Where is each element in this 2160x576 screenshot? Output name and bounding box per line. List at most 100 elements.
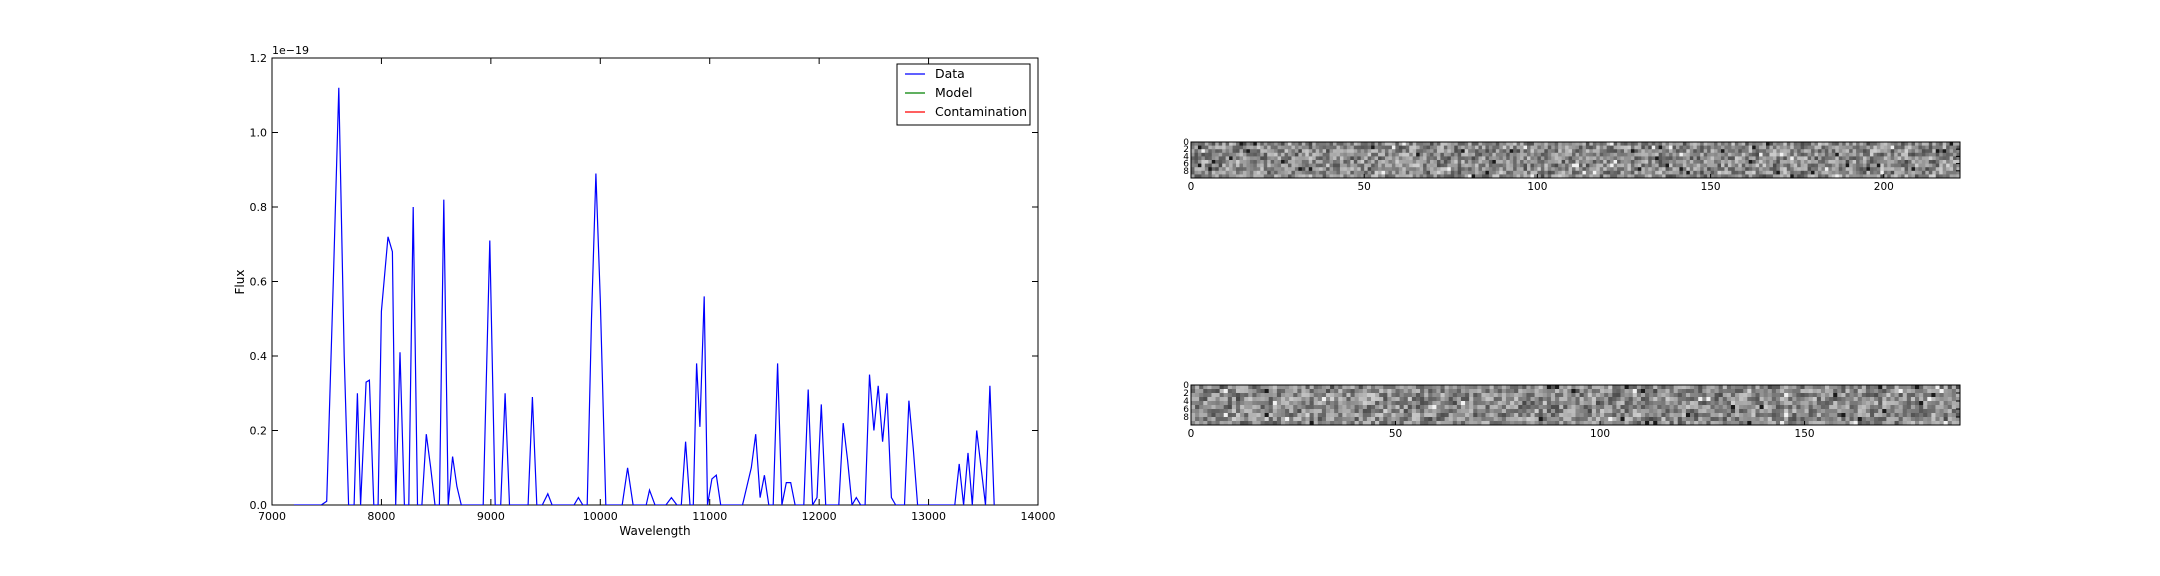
- image-pixel: [1939, 389, 1945, 394]
- image-pixel: [1448, 417, 1454, 422]
- image-pixel: [1537, 156, 1542, 161]
- image-pixel: [1444, 393, 1450, 398]
- image-pixel: [1477, 397, 1482, 402]
- image-pixel: [1604, 413, 1609, 418]
- image-pixel: [1367, 145, 1372, 150]
- image-pixel: [1313, 405, 1319, 410]
- image-pixel: [1336, 174, 1341, 178]
- image-pixel: [1317, 421, 1323, 425]
- image-pixel: [1559, 389, 1564, 394]
- image-pixel: [1319, 149, 1324, 154]
- image-pixel: [1779, 160, 1784, 164]
- image-pixel: [1775, 409, 1781, 414]
- image-pixel: [1236, 163, 1240, 168]
- image-pixel: [1366, 401, 1372, 406]
- image-pixel: [1636, 405, 1642, 410]
- image-pixel: [1481, 393, 1486, 398]
- image-pixel: [1240, 405, 1245, 410]
- image-pixel: [1906, 405, 1912, 410]
- image-pixel: [1561, 163, 1566, 168]
- image-pixel: [1824, 145, 1829, 150]
- image-pixel: [1951, 385, 1957, 390]
- image-pixel: [1919, 409, 1924, 414]
- image-pixel: [1281, 174, 1285, 178]
- image-pixel: [1395, 174, 1400, 178]
- image-pixel: [1901, 156, 1905, 161]
- image-pixel: [1928, 174, 1933, 178]
- image-pixel: [1518, 393, 1523, 398]
- image-pixel: [1949, 149, 1954, 154]
- image-pixel: [1717, 167, 1722, 172]
- image-pixel: [1727, 167, 1732, 172]
- image-pixel: [1384, 149, 1389, 154]
- image-pixel: [1242, 170, 1247, 175]
- image-pixel: [1485, 397, 1490, 402]
- image-pixel: [1478, 167, 1483, 172]
- image-pixel: [1694, 389, 1699, 394]
- image-pixel: [1837, 397, 1842, 402]
- image-pixel: [1748, 167, 1753, 172]
- image-pixel: [1403, 417, 1409, 422]
- image-pixel: [1759, 149, 1763, 154]
- image-pixel: [1317, 417, 1323, 422]
- image-pixel: [1842, 170, 1847, 175]
- image-pixel: [1595, 385, 1601, 390]
- image-pixel: [1527, 163, 1531, 168]
- image-pixel: [1814, 163, 1819, 168]
- image-pixel: [1471, 142, 1476, 146]
- image-pixel: [1509, 163, 1514, 168]
- image-pixel: [1857, 417, 1863, 422]
- image-pixel: [1780, 389, 1785, 394]
- image-pixel: [1919, 389, 1924, 394]
- image-pixel: [1911, 163, 1916, 168]
- image-pixel: [1828, 156, 1833, 161]
- image-pixel: [1426, 160, 1431, 164]
- image-pixel: [1870, 401, 1875, 406]
- image-pixel: [1714, 389, 1720, 394]
- image-pixel: [1485, 409, 1490, 414]
- image-pixel: [1887, 149, 1892, 154]
- image-pixel: [1724, 163, 1729, 168]
- image-pixel: [1326, 167, 1330, 172]
- image-pixel: [1883, 149, 1888, 154]
- image-pixel: [1651, 163, 1656, 168]
- image-pixel: [1568, 149, 1573, 154]
- image-pixel: [1694, 397, 1699, 402]
- image-pixel: [1707, 156, 1711, 161]
- image-pixel: [1739, 409, 1744, 414]
- image-pixel: [1301, 405, 1306, 410]
- image-pixel: [1951, 393, 1957, 398]
- image-pixel: [1330, 417, 1335, 422]
- image-pixel: [1780, 385, 1785, 390]
- image-pixel: [1730, 405, 1736, 410]
- image-pixel: [1403, 413, 1409, 418]
- image-pixel: [1222, 149, 1227, 154]
- image-pixel: [1509, 145, 1514, 150]
- image-pixel: [1724, 160, 1729, 164]
- image-pixel: [1673, 417, 1679, 422]
- image-pixel: [1804, 405, 1810, 410]
- image-pixel: [1906, 393, 1912, 398]
- image-pixel: [1554, 156, 1559, 161]
- image-pixel: [1835, 149, 1840, 154]
- image-pixel: [1690, 421, 1695, 425]
- image-pixel: [1457, 174, 1462, 178]
- image-pixel: [1297, 413, 1302, 418]
- image-pixel: [1191, 156, 1195, 161]
- image-pixel: [1902, 421, 1908, 425]
- image-pixel: [1612, 409, 1617, 414]
- image-pixel: [1197, 163, 1202, 168]
- image-pixel: [1894, 156, 1899, 161]
- image-pixel: [1693, 156, 1698, 161]
- image-pixel: [1861, 417, 1867, 422]
- y-tick-label: 0.4: [250, 350, 268, 363]
- image-pixel: [1755, 401, 1760, 406]
- image-pixel: [1197, 170, 1202, 175]
- image-pixel: [1776, 163, 1781, 168]
- image-pixel: [1215, 397, 1221, 402]
- image-pixel: [1350, 389, 1356, 394]
- image-pixel: [1391, 170, 1396, 175]
- image-pixel: [1741, 160, 1746, 164]
- image-pixel: [1383, 397, 1388, 402]
